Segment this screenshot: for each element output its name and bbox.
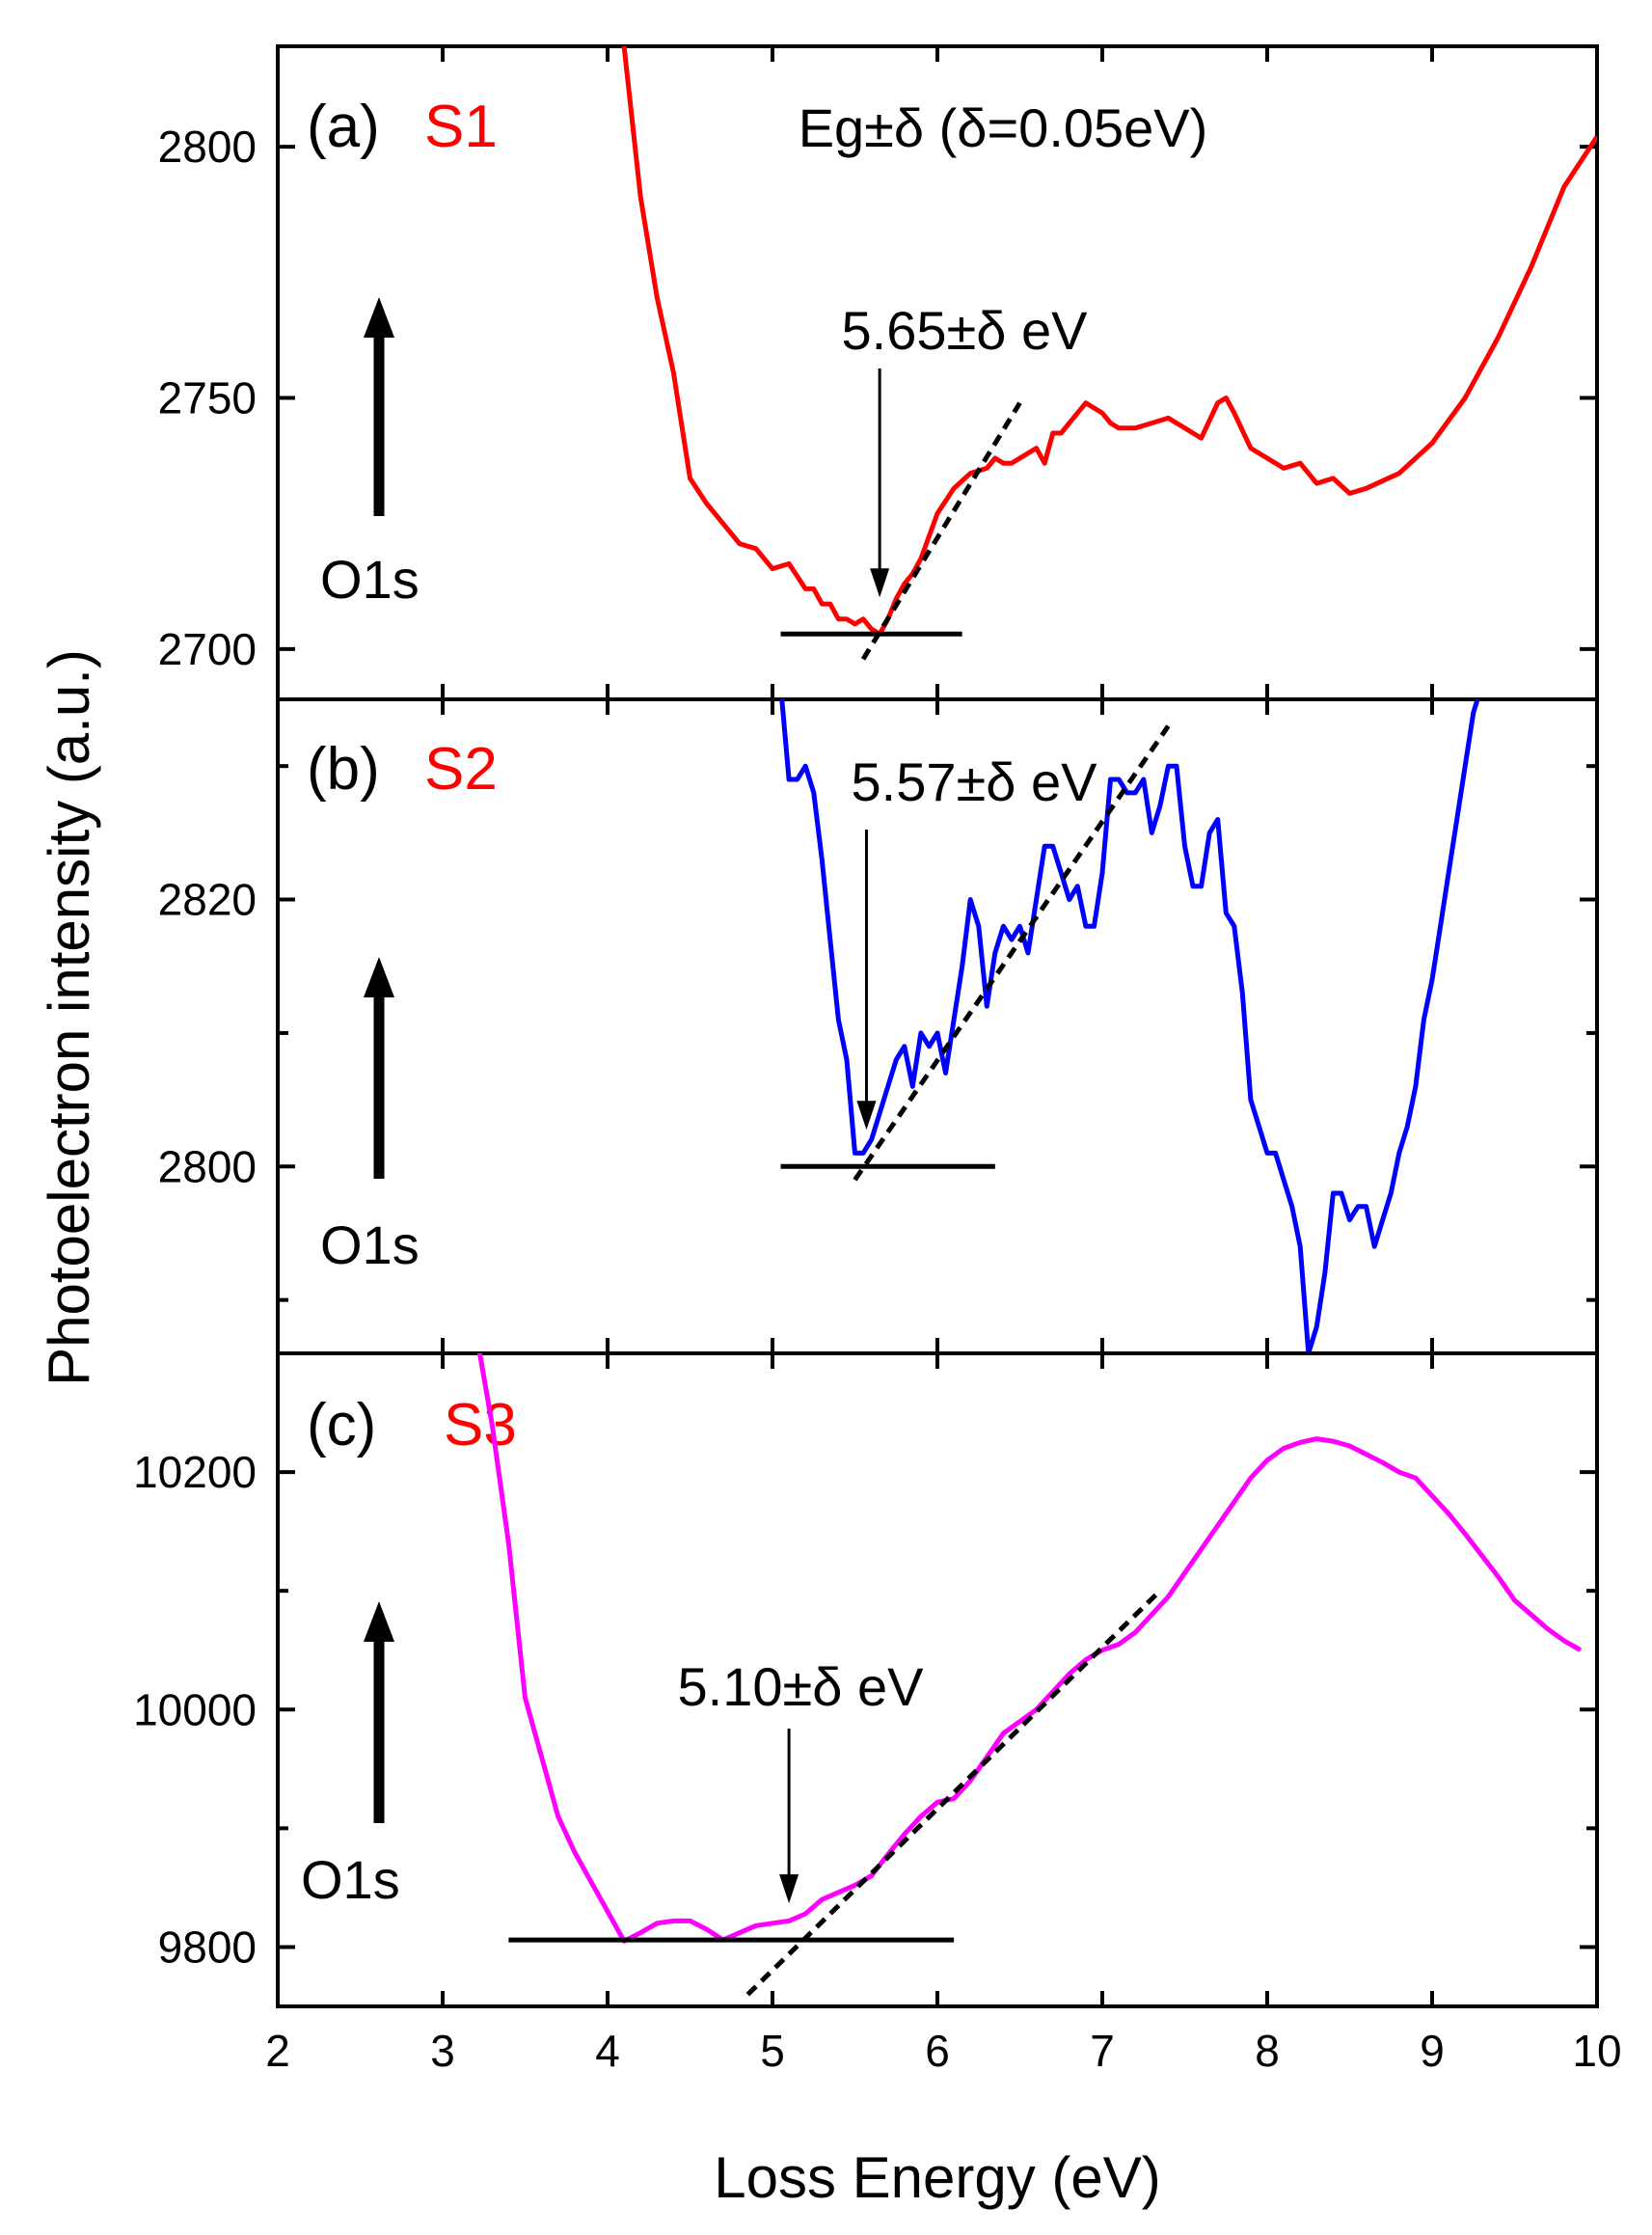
data-series-line: [621, 46, 1597, 637]
core-level-label: O1s: [301, 1849, 400, 1910]
band-gap-label: 5.65±δ eV: [842, 300, 1089, 361]
gap-arrow-head: [779, 1874, 799, 1904]
core-level-label: O1s: [320, 1214, 420, 1275]
x-tick-label: 6: [925, 2026, 950, 2076]
x-tick-label: 4: [595, 2026, 620, 2076]
tangent-line: [860, 401, 1022, 661]
x-tick-label: 3: [430, 2026, 455, 2076]
x-tick-label: 2: [265, 2026, 290, 2076]
core-level-label: O1s: [320, 549, 420, 610]
x-tick-label: 10: [1572, 2026, 1621, 2076]
panel-tag: (b): [307, 736, 380, 803]
sample-tag: S2: [424, 736, 498, 803]
y-axis-title: Photoelectron intensity (a.u.): [37, 649, 101, 1386]
x-tick-label: 7: [1090, 2026, 1115, 2076]
header-note: Eg±δ (δ=0.05eV): [799, 97, 1208, 158]
data-series-line: [779, 699, 1480, 1353]
sample-tag: S1: [424, 94, 498, 160]
o1s-arrow-icon: [364, 957, 394, 997]
band-gap-label: 5.10±δ eV: [678, 1656, 925, 1717]
y-tick-label: 2800: [158, 1141, 257, 1191]
x-axis-title: Loss Energy (eV): [714, 2145, 1161, 2210]
gap-arrow-head: [856, 1101, 877, 1131]
panel-tag: (c): [307, 1392, 376, 1458]
panel-tag: (a): [307, 94, 380, 160]
sample-tag: S3: [444, 1392, 517, 1458]
panel-b: (b) S2 O1s 5.57±δ eV 2800 2820: [158, 697, 1599, 1355]
gap-arrow-head: [870, 568, 890, 598]
panel-a: (a) S1 O1s 5.65±δ eV 2700 2750 2800: [158, 44, 1599, 701]
data-series-line: [476, 1353, 1583, 1944]
panel-c: (c) S3 O1s 5.10±δ eV 9800 10000 10200 2 3 4 5 6…: [133, 1351, 1622, 2076]
o1s-arrow-icon: [364, 1601, 394, 1642]
x-tick-label: 9: [1420, 2026, 1445, 2076]
y-tick-label: 2820: [158, 875, 257, 925]
x-tick-label: 5: [760, 2026, 785, 2076]
x-tick-label: 8: [1255, 2026, 1280, 2076]
y-tick-label: 10200: [133, 1447, 257, 1497]
y-tick-label: 2700: [158, 624, 257, 674]
y-tick-label: 10000: [133, 1684, 257, 1734]
y-tick-label: 2750: [158, 373, 257, 423]
band-gap-label: 5.57±δ eV: [852, 751, 1098, 812]
o1s-arrow-icon: [364, 297, 394, 338]
tangent-line: [853, 724, 1171, 1182]
y-tick-label: 9800: [158, 1922, 257, 1972]
tangent-line: [745, 1589, 1162, 1997]
y-tick-label: 2800: [158, 122, 257, 172]
